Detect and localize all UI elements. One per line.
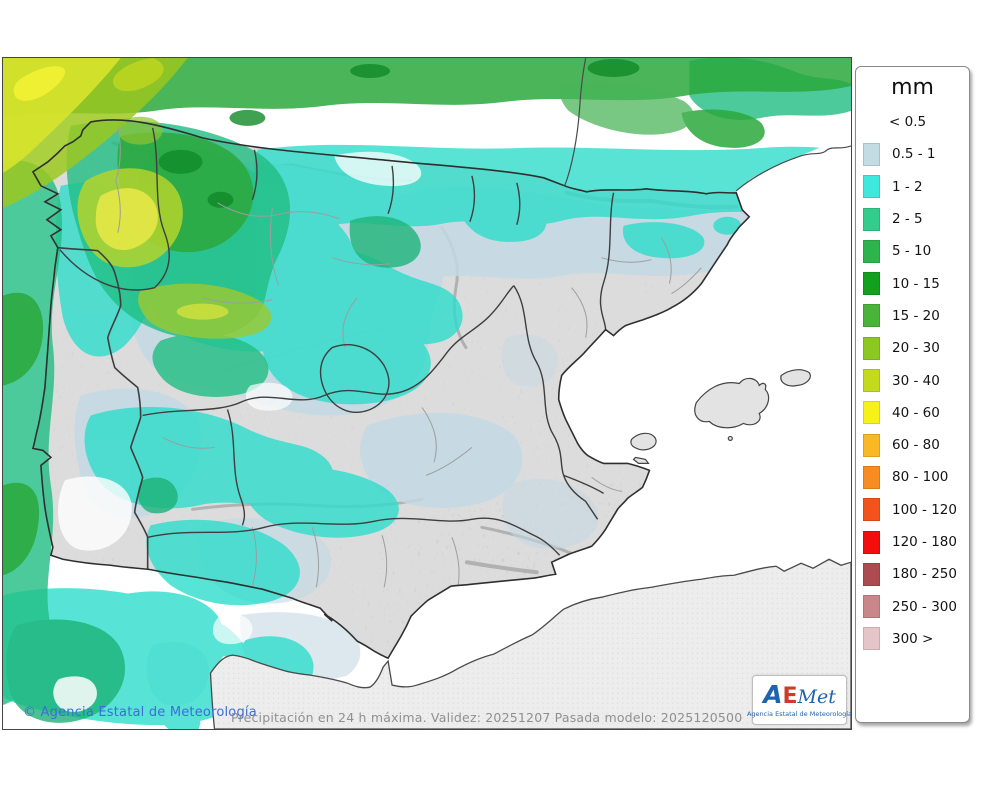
legend-item: 15 - 20 [856, 300, 969, 332]
legend-item: 1 - 2 [856, 171, 969, 203]
france-atlantic-coast [564, 58, 587, 187]
precipitation-map: © Agencia Estatal de Meteorología Precip… [2, 57, 852, 730]
legend-swatch [863, 465, 880, 489]
legend-item: 300 > [856, 623, 969, 655]
legend-item: 100 - 120 [856, 494, 969, 526]
precipitation-legend: mm < 0.5 0.5 - 1 1 - 2 2 - 5 5 - 10 10 -… [855, 66, 970, 723]
balearic-islands [630, 369, 811, 464]
legend-swatch [863, 239, 880, 263]
legend-item: 2 - 5 [856, 203, 969, 235]
legend-swatch [863, 595, 880, 619]
aemet-logotype: A E Met [763, 680, 836, 710]
legend-swatch [863, 401, 880, 425]
copyright-text: © Agencia Estatal de Meteorología [23, 705, 257, 720]
legend-item: 0.5 - 1 [856, 138, 969, 170]
legend-item: 60 - 80 [856, 429, 969, 461]
legend-item: 30 - 40 [856, 364, 969, 396]
borders-layer [31, 58, 851, 660]
legend-swatch [863, 627, 880, 651]
legend-swatch [863, 207, 880, 231]
legend-item: 80 - 100 [856, 461, 969, 493]
legend-swatch [863, 498, 880, 522]
legend-swatch [863, 562, 880, 586]
legend-item: 20 - 30 [856, 332, 969, 364]
aemet-logo: A E Met Agencia Estatal de Meteorología [747, 675, 851, 725]
legend-item: 180 - 250 [856, 558, 969, 590]
legend-swatch [863, 142, 880, 166]
legend-unit-title: mm [891, 75, 934, 100]
legend-swatch [863, 304, 880, 328]
north-africa-land [209, 558, 851, 729]
iberia-coastline [31, 119, 751, 660]
legend-item: 5 - 10 [856, 235, 969, 267]
legend-swatch [863, 336, 880, 360]
aemet-logo-subtitle: Agencia Estatal de Meteorología [746, 710, 852, 719]
legend-item: 10 - 15 [856, 267, 969, 299]
legend-item: 250 - 300 [856, 590, 969, 622]
legend-swatch [863, 433, 880, 457]
legend-swatch [863, 272, 880, 296]
france-mediterranean-coast [735, 145, 851, 192]
precipitation-layer [3, 58, 851, 729]
legend-item: 40 - 60 [856, 397, 969, 429]
legend-swatch [863, 175, 880, 199]
legend-item: 120 - 180 [856, 526, 969, 558]
map-caption: Precipitación en 24 h máxima. Validez: 2… [231, 710, 743, 725]
legend-item: < 0.5 [889, 114, 927, 131]
spain-map-svg [3, 58, 851, 729]
legend-swatch [863, 369, 880, 393]
legend-swatch [863, 530, 880, 554]
